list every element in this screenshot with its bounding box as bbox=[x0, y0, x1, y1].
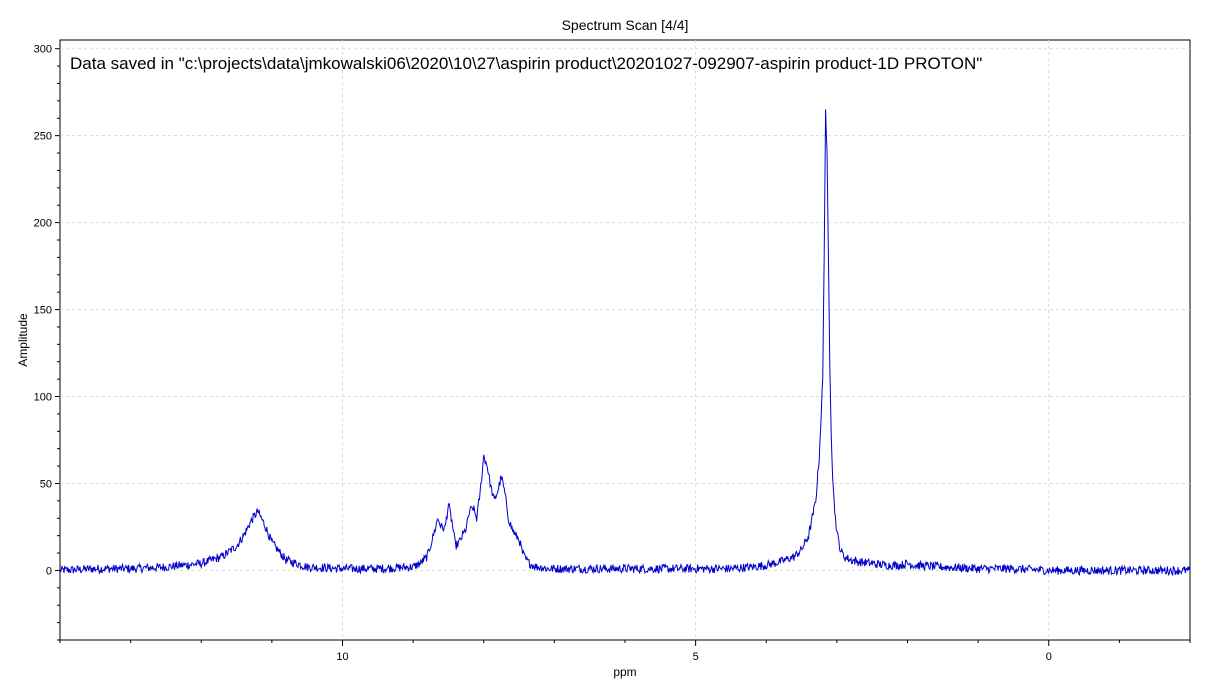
spectrum-series-line bbox=[59, 109, 1191, 577]
x-tick-label: 5 bbox=[693, 651, 699, 663]
y-tick-label: 50 bbox=[40, 478, 52, 490]
grid bbox=[60, 40, 1190, 640]
x-tick-label: 0 bbox=[1046, 651, 1052, 663]
y-tick-label: 200 bbox=[34, 218, 52, 230]
data-saved-annotation: Data saved in "c:\projects\data\jmkowals… bbox=[70, 54, 982, 73]
y-tick-label: 150 bbox=[34, 305, 52, 317]
y-axis-label: Amplitude bbox=[16, 313, 30, 367]
x-tick-label: 10 bbox=[336, 651, 348, 663]
y-tick-label: 100 bbox=[34, 392, 52, 404]
y-tick-label: 250 bbox=[34, 131, 52, 143]
y-tick-label: 300 bbox=[34, 44, 52, 56]
x-axis-label: ppm bbox=[613, 665, 636, 679]
plot-area bbox=[59, 39, 1191, 641]
chart-title: Spectrum Scan [4/4] bbox=[562, 17, 689, 33]
y-tick-label: 0 bbox=[46, 565, 52, 577]
series-layer bbox=[59, 109, 1191, 577]
